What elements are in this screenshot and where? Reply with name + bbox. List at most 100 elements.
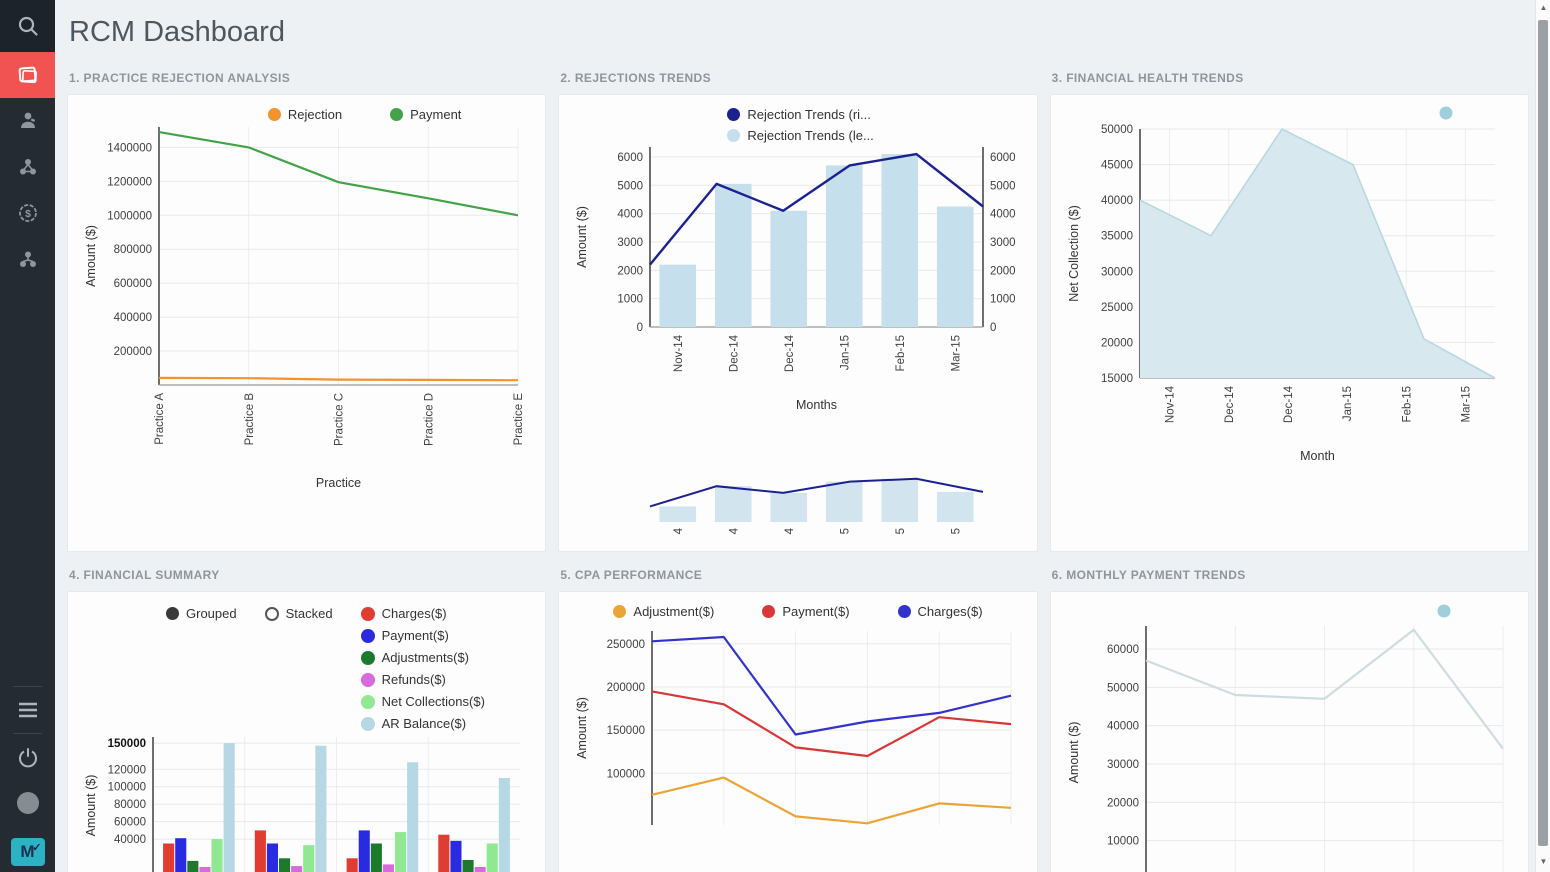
svg-text:6000: 6000 <box>618 152 644 164</box>
svg-text:25000: 25000 <box>1101 302 1133 314</box>
radio-icon <box>166 607 179 620</box>
app-logo[interactable]: M ✓ <box>10 838 45 866</box>
svg-text:Net Collection ($): Net Collection ($) <box>1067 205 1081 302</box>
financial-summary-card: Grouped Stacked Charges($) Payment($) Adjust… <box>67 591 547 872</box>
svg-text:6000: 6000 <box>990 152 1016 164</box>
svg-text:Practice D: Practice D <box>423 393 435 446</box>
legend-item[interactable]: Adjustments($) <box>360 650 485 665</box>
svg-text:Mar-15: Mar-15 <box>951 335 963 371</box>
panel-title: 1. PRACTICE REJECTION ANALYSIS <box>69 71 291 85</box>
legend-dot-icon <box>390 108 404 121</box>
legend-item[interactable]: Net Collections($) <box>360 694 485 709</box>
svg-text:Feb-15: Feb-15 <box>1401 386 1413 422</box>
legend-item[interactable]: Payment($) <box>762 604 850 619</box>
legend-item[interactable]: Grouped <box>166 606 237 621</box>
sidebar-item-dashboard[interactable] <box>0 52 55 98</box>
svg-text:200000: 200000 <box>114 346 152 358</box>
panel-cpa-performance: 5. CPA PERFORMANCE Adjustment($) Payment(… <box>558 552 1038 872</box>
svg-text:Nov-14: Nov-14 <box>1164 385 1176 423</box>
page-scrollbar: ▲ ▼ <box>1535 0 1550 872</box>
svg-text:50000: 50000 <box>1101 124 1133 136</box>
legend-item[interactable]: Charges($) <box>360 606 485 621</box>
panel-financial-summary: 4. FINANCIAL SUMMARY Grouped Stacked Charg… <box>67 552 547 872</box>
svg-text:20000: 20000 <box>1101 337 1133 349</box>
legend-label: Adjustment($) <box>633 604 715 619</box>
sidebar-item-network[interactable] <box>0 144 55 190</box>
svg-text:1000: 1000 <box>618 294 644 306</box>
svg-text:250000: 250000 <box>607 639 645 651</box>
scrollbar-up-arrow[interactable]: ▲ <box>1536 0 1550 16</box>
legend-dot-icon <box>267 108 281 121</box>
svg-text:60000: 60000 <box>114 817 146 829</box>
svg-text:5: 5 <box>840 528 852 534</box>
svg-text:5000: 5000 <box>990 180 1016 192</box>
panel-monthly-payment-trends: 6. MONTHLY PAYMENT TRENDS 10000 20000 3000… <box>1049 552 1529 872</box>
menu-button[interactable] <box>0 691 55 729</box>
search-button[interactable] <box>0 0 55 52</box>
radio-icon <box>264 606 279 621</box>
svg-text:Practice B: Practice B <box>244 393 256 446</box>
panel-practice-rejection-analysis: 1. PRACTICE REJECTION ANALYSIS Rejection… <box>67 55 547 552</box>
scrollbar-down-arrow[interactable]: ▼ <box>1536 854 1550 870</box>
legend-item[interactable]: AR Balance($) <box>360 716 485 731</box>
chart-legend: Rejection Trends (ri... Rejection Trends … <box>559 101 1036 145</box>
svg-text:200000: 200000 <box>607 682 645 694</box>
legend-item[interactable]: Rejection Trends (le... <box>727 128 1036 143</box>
legend-dot-icon <box>360 672 375 687</box>
svg-text:20000: 20000 <box>1107 797 1139 809</box>
svg-text:0: 0 <box>637 322 643 334</box>
svg-text:40000: 40000 <box>1101 195 1133 207</box>
svg-text:2000: 2000 <box>990 265 1016 277</box>
dashboard-icon <box>16 63 40 87</box>
svg-text:80000: 80000 <box>114 799 146 811</box>
legend-dot-icon <box>360 716 375 731</box>
legend-item[interactable]: Payment <box>390 107 461 122</box>
menu-icon <box>16 702 40 718</box>
legend-dot-icon <box>727 129 741 142</box>
legend-item[interactable]: Charges($) <box>897 604 983 619</box>
legend-label: Adjustments($) <box>381 650 469 665</box>
panel-rejections-trends: 2. REJECTIONS TRENDS Rejection Trends (r… <box>558 55 1038 552</box>
rejections-trends-card: Rejection Trends (ri... Rejection Trends … <box>558 94 1038 552</box>
main-content: RCM Dashboard 1. PRACTICE REJECTION ANAL… <box>55 0 1535 872</box>
financial-health-chart: 15000 20000 25000 30000 35000 40000 45000 50000… <box>1067 106 1496 463</box>
legend-label: Rejection <box>287 107 343 122</box>
user-icon <box>16 109 40 133</box>
chart-legend: Rejection Payment <box>126 101 545 124</box>
user-status-button[interactable] <box>0 778 55 828</box>
logo-check-icon: ✓ <box>32 842 42 854</box>
svg-text:Dec-14: Dec-14 <box>729 334 741 372</box>
legend-label: Payment($) <box>782 604 850 619</box>
svg-text:10000: 10000 <box>1107 836 1139 848</box>
legend-label: Rejection Trends (ri... <box>747 107 871 122</box>
scrollbar-thumb[interactable] <box>1538 20 1548 846</box>
cpa-performance-card: Adjustment($) Payment($) Charges($) 100000… <box>558 591 1038 872</box>
sidebar-item-hierarchy[interactable] <box>0 236 55 282</box>
power-button[interactable] <box>0 738 55 778</box>
practice-rejection-card: Rejection Payment 200000 400000 600000 80000… <box>67 94 547 552</box>
svg-text:1000000: 1000000 <box>107 210 152 222</box>
legend-item[interactable]: Refunds($) <box>360 672 485 687</box>
svg-text:1400000: 1400000 <box>107 142 152 154</box>
legend-item[interactable]: Adjustment($) <box>613 604 714 619</box>
cpa-performance-chart: 100000 150000 200000 250000 Amount ($) <box>575 631 1012 825</box>
svg-text:1200000: 1200000 <box>107 176 152 188</box>
power-icon <box>17 747 39 769</box>
chart-legend: Adjustment($) Payment($) Charges($) <box>559 598 1036 621</box>
sidebar-item-users[interactable] <box>0 98 55 144</box>
legend-label: Rejection Trends (le... <box>747 128 874 143</box>
legend-item[interactable]: Stacked <box>264 606 333 621</box>
legend-series-column: Charges($) Payment($) Adjustments($) Refund… <box>360 606 485 731</box>
svg-text:800000: 800000 <box>114 244 152 256</box>
legend-item[interactable]: Rejection Trends (ri... <box>727 107 1036 122</box>
legend-item[interactable]: Payment($) <box>360 628 485 643</box>
legend-label: Grouped <box>186 606 237 621</box>
practice-rejection-chart: 200000 400000 600000 800000 1000000 1200000 14… <box>84 127 525 490</box>
search-icon <box>17 15 39 37</box>
legend-label: Stacked <box>285 606 333 621</box>
sidebar-item-billing[interactable]: $ <box>0 190 55 236</box>
legend-item[interactable]: Rejection <box>267 107 343 122</box>
panel-title: 2. REJECTIONS TRENDS <box>560 71 712 85</box>
sidebar: $ M ✓ <box>0 0 55 872</box>
svg-text:$: $ <box>25 208 31 220</box>
